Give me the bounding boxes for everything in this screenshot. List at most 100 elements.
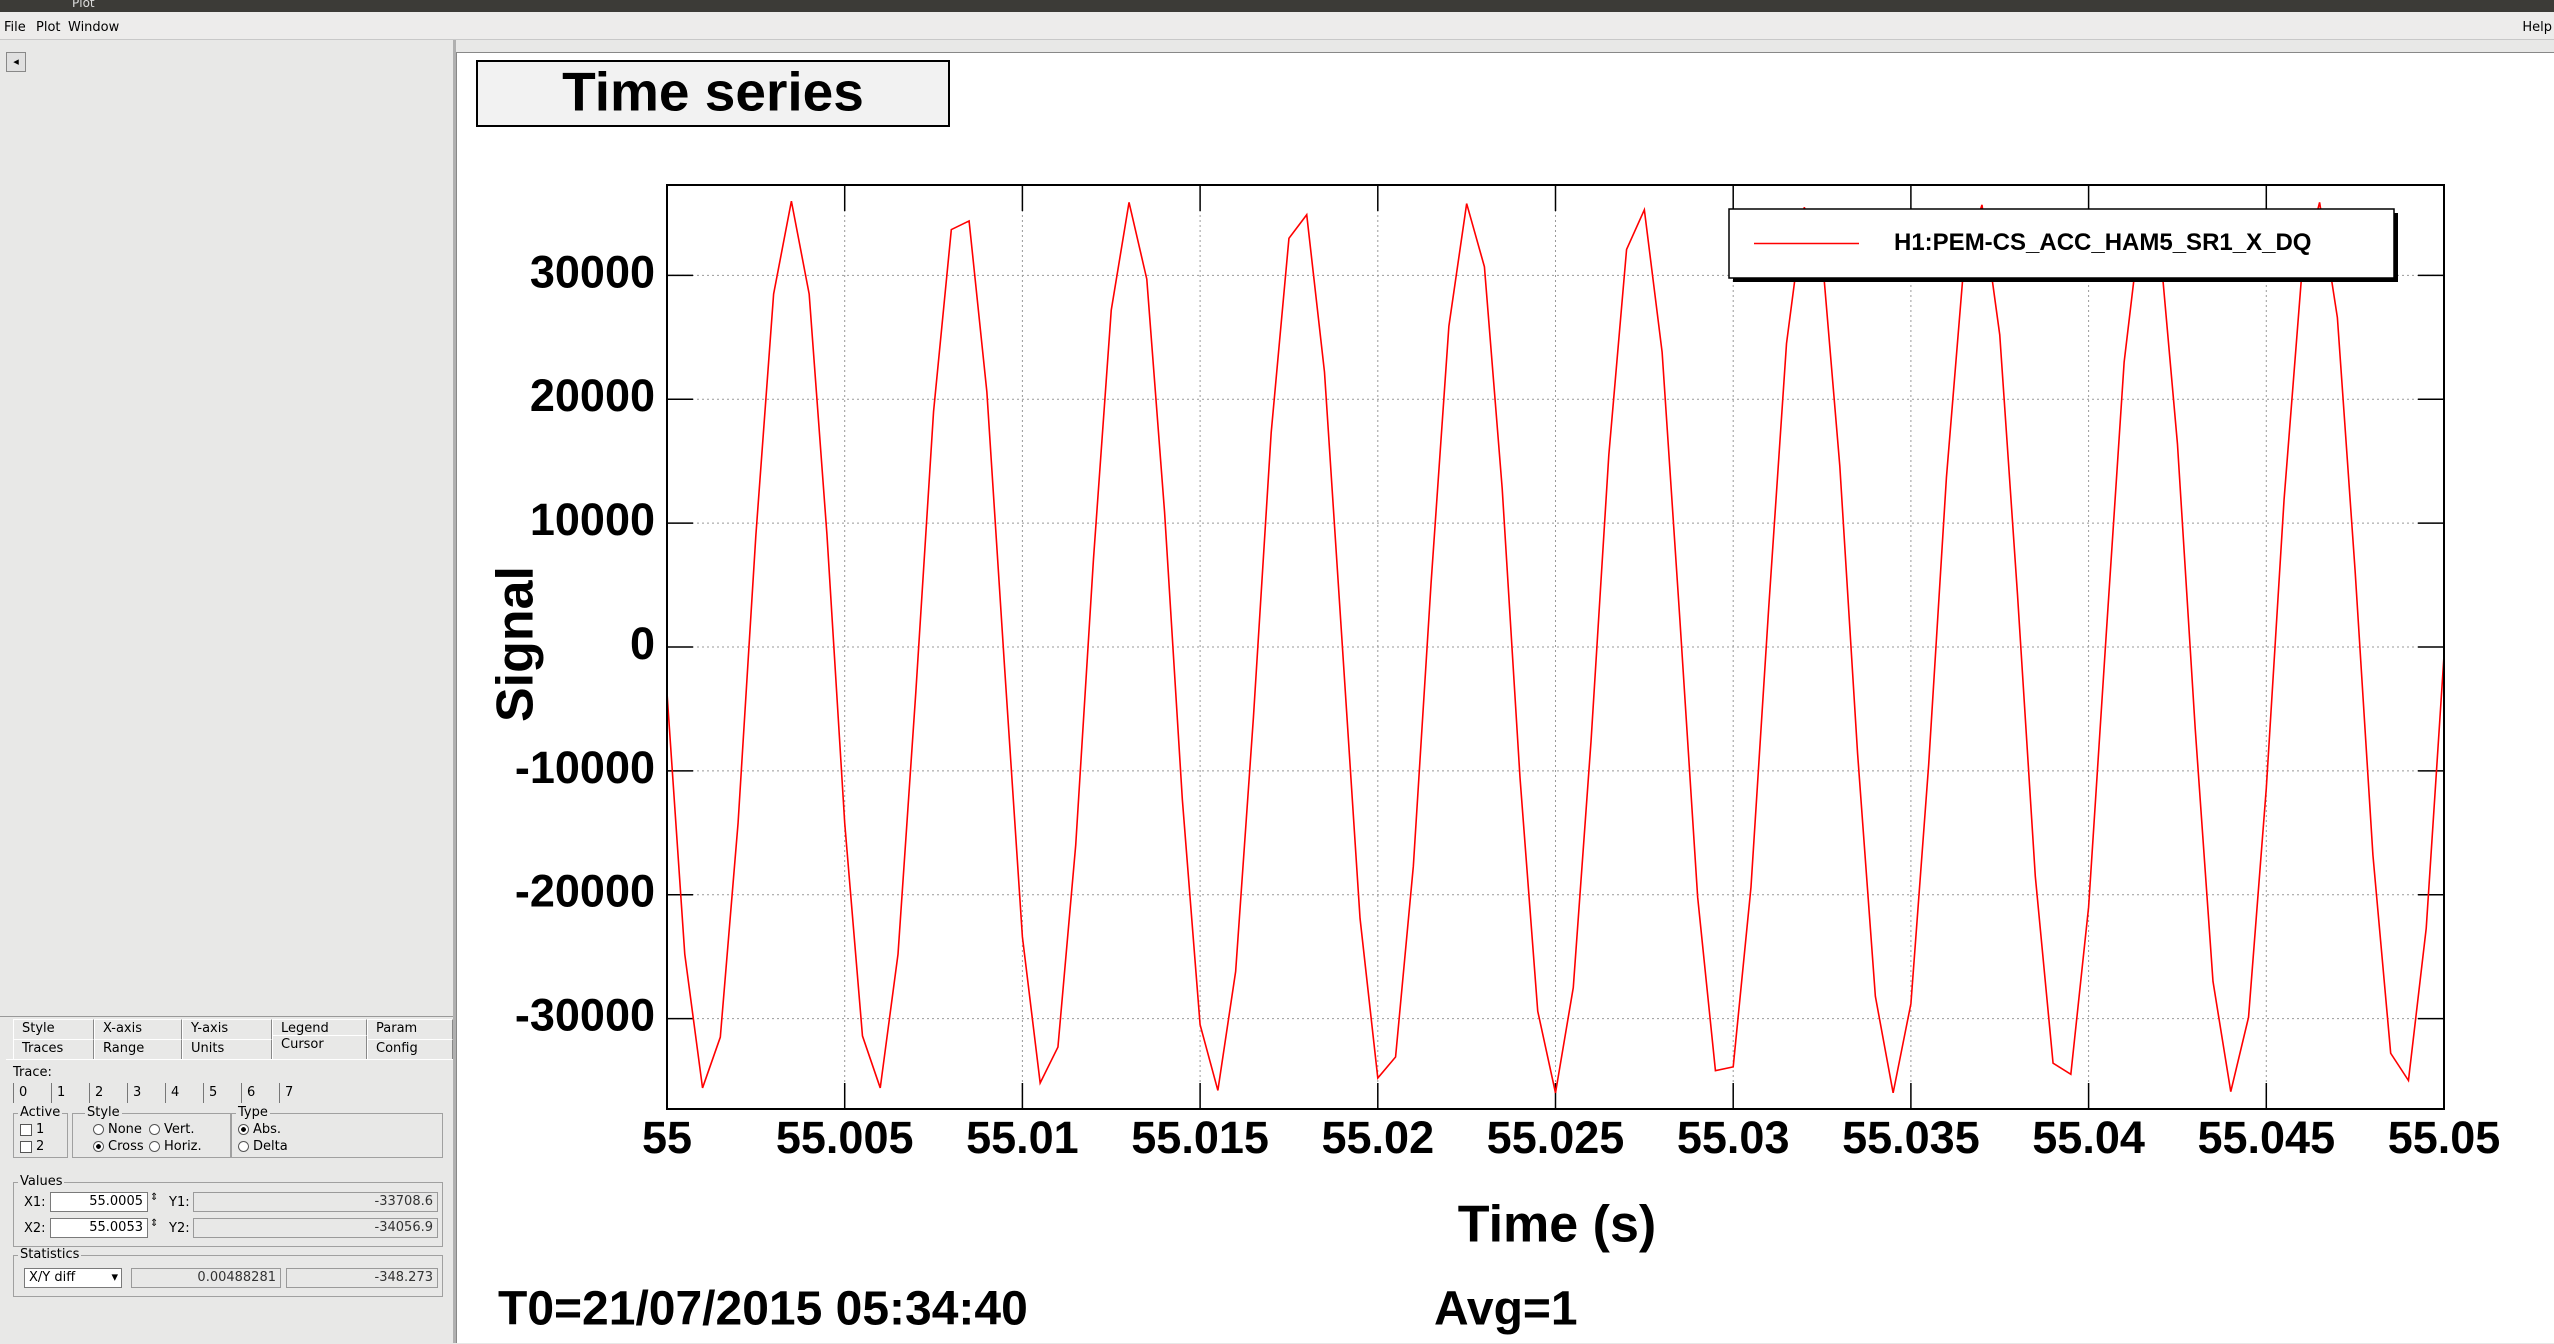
y1-field: -33708.6 <box>193 1192 438 1212</box>
y-tick-label: 30000 <box>530 246 655 297</box>
tab-body <box>6 1059 453 1344</box>
x-tick-label: 55.02 <box>1321 1112 1434 1163</box>
menu-item[interactable]: Plot <box>36 20 61 35</box>
chart-title: Time series <box>562 61 864 123</box>
window-title: Plot <box>72 0 95 10</box>
x2-input[interactable]: 55.0053 <box>50 1218 148 1238</box>
x-tick-label: 55.025 <box>1487 1112 1625 1163</box>
tab[interactable]: Y-axis <box>182 1019 272 1039</box>
field-label: Y2: <box>169 1221 190 1236</box>
y-tick-label: -30000 <box>515 989 655 1040</box>
title-bar: Plot <box>0 0 2554 12</box>
spin-button[interactable]: ⇕ <box>150 1192 159 1203</box>
group-label: Type <box>236 1105 270 1120</box>
radio-label: Delta <box>253 1139 288 1154</box>
y2-field: -34056.9 <box>193 1218 438 1238</box>
plot-frame <box>666 184 2445 1110</box>
field-label: X1: <box>24 1195 46 1210</box>
tab[interactable]: Style <box>13 1019 94 1039</box>
trace-button[interactable]: 2 <box>89 1083 127 1103</box>
statistics-group: Statistics X/Y diff ▾ 0.00488281 -348.273 <box>13 1248 443 1297</box>
avg-label: Avg=1 <box>1434 1283 1578 1336</box>
menu-item[interactable]: File <box>4 20 26 35</box>
trace-button[interactable]: 5 <box>203 1083 241 1103</box>
radio[interactable]: Cross <box>93 1139 144 1154</box>
checkbox-label: 2 <box>36 1139 45 1154</box>
group-label: Statistics <box>18 1247 82 1262</box>
tab[interactable]: Param <box>367 1019 453 1039</box>
trace-button[interactable]: 6 <box>241 1083 279 1103</box>
x-tick-label: 55.015 <box>1131 1112 1269 1163</box>
tab[interactable]: Units <box>182 1039 272 1059</box>
radio-label: Horiz. <box>164 1139 202 1154</box>
x-tick-label: 55.05 <box>2388 1112 2501 1163</box>
x1-input[interactable]: 55.0005 <box>50 1192 148 1212</box>
field-label: Y1: <box>169 1195 190 1210</box>
checkbox[interactable]: 2 <box>20 1139 44 1154</box>
radio[interactable]: Abs. <box>238 1122 281 1137</box>
radio-label: Vert. <box>164 1122 195 1137</box>
dx-field: 0.00488281 <box>131 1268 281 1288</box>
y-axis-title: Signal <box>487 566 545 722</box>
group-label: Style <box>85 1105 122 1120</box>
y-tick-label: 10000 <box>530 494 655 545</box>
x-tick-label: 55.01 <box>966 1112 1079 1163</box>
checkbox[interactable]: 1 <box>20 1122 44 1137</box>
tab[interactable]: Legend <box>272 1019 367 1039</box>
scroll-button[interactable]: ◂ <box>6 52 26 72</box>
y-tick-label: 20000 <box>530 370 655 421</box>
radio[interactable]: Delta <box>238 1139 288 1154</box>
x-tick-label: 55.045 <box>2197 1112 2335 1163</box>
radio-label: Cross <box>108 1139 144 1154</box>
menu-item[interactable]: Window <box>68 20 120 35</box>
x-tick-label: 55.005 <box>776 1112 914 1163</box>
trace-button[interactable]: 4 <box>165 1083 203 1103</box>
radio-label: None <box>108 1122 142 1137</box>
checkbox-label: 1 <box>36 1122 45 1137</box>
type-group: Type Abs. Delta <box>231 1106 443 1158</box>
t0-label: T0=21/07/2015 05:34:40 <box>498 1283 1028 1336</box>
splitter[interactable] <box>453 40 456 1343</box>
y-tick-label: -20000 <box>515 866 655 917</box>
x-tick-label: 55 <box>642 1112 692 1163</box>
trace-label: Trace: <box>13 1065 52 1080</box>
spin-button[interactable]: ⇕ <box>150 1218 159 1229</box>
trace-button[interactable]: 3 <box>127 1083 165 1103</box>
radio[interactable]: Horiz. <box>149 1139 202 1154</box>
group-label: Values <box>18 1174 65 1189</box>
cursor-overlay <box>456 52 2554 1343</box>
chart: Time series Time (s) Signal T0=21/07/201… <box>456 52 2554 1343</box>
field-label: X2: <box>24 1221 46 1236</box>
dropdown-arrow[interactable]: ▾ <box>111 1270 118 1285</box>
tab[interactable]: X-axis <box>94 1019 182 1039</box>
radio-label: Abs. <box>253 1122 282 1137</box>
trace-button[interactable]: 7 <box>279 1083 317 1103</box>
y-tick-label: -10000 <box>515 742 655 793</box>
menu-item[interactable]: Help <box>2522 20 2552 35</box>
stat-select[interactable]: X/Y diff ▾ <box>24 1268 122 1288</box>
y-tick-label: 0 <box>630 618 655 669</box>
trace-button[interactable]: 1 <box>51 1083 89 1103</box>
tab[interactable]: Range <box>94 1039 182 1059</box>
tab-selected[interactable]: Cursor <box>272 1035 367 1059</box>
radio[interactable]: Vert. <box>149 1122 194 1137</box>
x-axis-title: Time (s) <box>1458 1196 1656 1254</box>
trace-button[interactable]: 0 <box>13 1083 51 1103</box>
tab[interactable]: Config <box>367 1039 453 1059</box>
control-panel: Style X-axis Y-axis Legend Param Traces … <box>0 1016 453 1343</box>
menu-bar: File Plot Window Help <box>0 12 2554 40</box>
values-group: Values X1: 55.0005 ⇕ Y1: -33708.6 X2: 55… <box>13 1175 443 1247</box>
tab[interactable]: Traces <box>13 1039 94 1059</box>
x-tick-label: 55.035 <box>1842 1112 1980 1163</box>
radio[interactable]: None <box>93 1122 142 1137</box>
group-label: Active <box>18 1105 63 1120</box>
legend-label: H1:PEM-CS_ACC_HAM5_SR1_X_DQ <box>1894 229 2311 256</box>
style-group: Style None Vert. Cross Horiz. <box>72 1106 231 1158</box>
select-text: X/Y diff <box>29 1270 76 1285</box>
title-box <box>476 60 950 127</box>
active-group: Active 1 2 <box>13 1106 68 1158</box>
x-tick-label: 55.04 <box>2032 1112 2145 1163</box>
x-tick-label: 55.03 <box>1677 1112 1790 1163</box>
dy-field: -348.273 <box>286 1268 438 1288</box>
